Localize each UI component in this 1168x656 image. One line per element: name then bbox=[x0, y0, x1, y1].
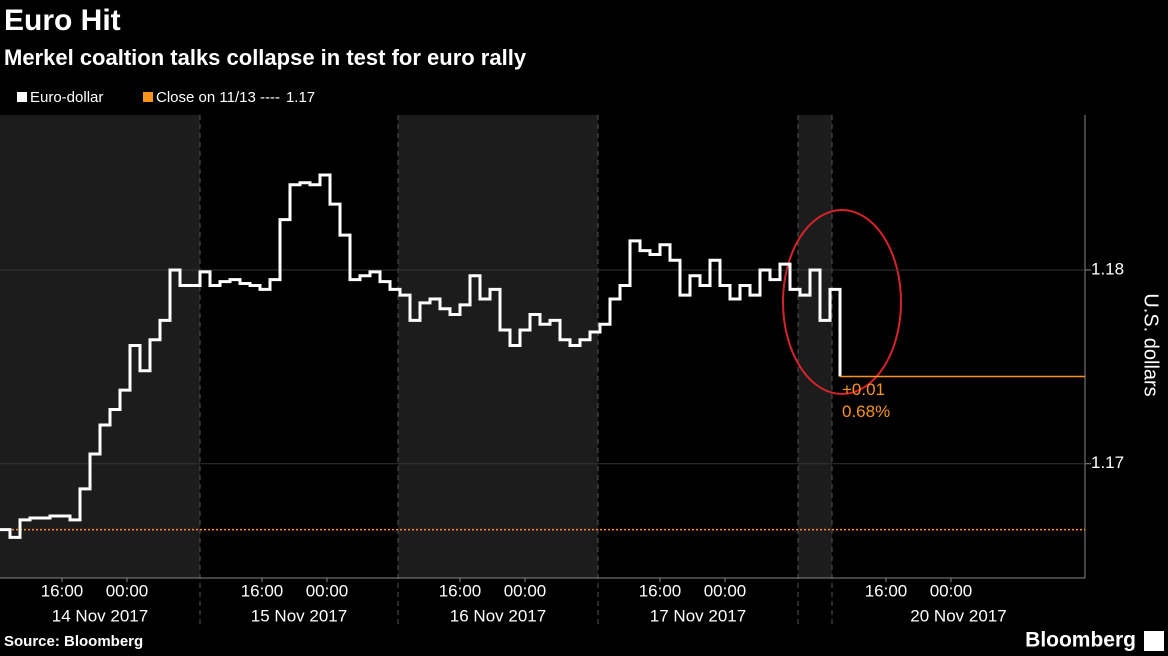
y-axis-title: U.S. dollars bbox=[1140, 293, 1162, 396]
x-tick-label: 00:00 bbox=[106, 581, 149, 600]
chart-subtitle: Merkel coaltion talks collapse in test f… bbox=[4, 45, 527, 70]
y-tick-label: 1.18 bbox=[1091, 259, 1124, 278]
x-date-label: 17 Nov 2017 bbox=[650, 606, 746, 625]
x-date-label: 14 Nov 2017 bbox=[52, 606, 148, 625]
annotation: +0.01 bbox=[842, 380, 885, 399]
shaded-band bbox=[0, 115, 200, 578]
x-tick-label: 00:00 bbox=[306, 581, 349, 600]
legend-value: 1.17 bbox=[286, 89, 315, 106]
x-tick-label: 16:00 bbox=[439, 581, 482, 600]
x-date-label: 15 Nov 2017 bbox=[251, 606, 347, 625]
highlight-circle bbox=[782, 209, 902, 395]
legend-swatch bbox=[143, 92, 153, 102]
y-tick-label: 1.17 bbox=[1091, 453, 1124, 472]
x-tick-label: 00:00 bbox=[930, 581, 973, 600]
legend-label: Euro-dollar bbox=[30, 89, 103, 106]
x-tick-label: 00:00 bbox=[704, 581, 747, 600]
chart-title: Euro Hit bbox=[4, 4, 121, 37]
annotation: 0.68% bbox=[842, 402, 890, 421]
brand-logo bbox=[1144, 631, 1164, 651]
session-bands bbox=[0, 115, 833, 626]
x-date-label: 20 Nov 2017 bbox=[910, 606, 1006, 625]
price-line bbox=[0, 173, 842, 539]
x-tick-label: 16:00 bbox=[639, 581, 682, 600]
x-tick-label: 16:00 bbox=[865, 581, 908, 600]
shaded-band bbox=[798, 115, 832, 578]
x-date-label: 16 Nov 2017 bbox=[450, 606, 546, 625]
legend-swatch bbox=[17, 92, 27, 102]
x-tick-label: 00:00 bbox=[504, 581, 547, 600]
brand: Bloomberg bbox=[1025, 629, 1136, 652]
x-tick-label: 16:00 bbox=[41, 581, 84, 600]
source: Source: Bloomberg bbox=[4, 633, 143, 650]
shaded-band bbox=[398, 115, 598, 578]
x-tick-label: 16:00 bbox=[241, 581, 284, 600]
legend-label: Close on 11/13 ---- bbox=[156, 89, 280, 106]
